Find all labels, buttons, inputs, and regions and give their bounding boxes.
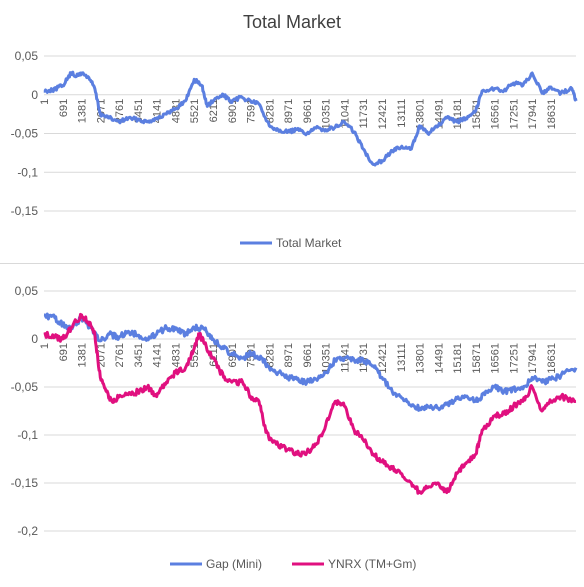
x-tick-label: 1381 — [77, 99, 89, 123]
x-tick-label: 1 — [39, 343, 51, 349]
x-tick-label: 15871 — [471, 99, 483, 130]
legend-label-gap-mini: Gap (Mini) — [206, 557, 262, 571]
x-tick-label: 7591 — [246, 99, 258, 123]
x-tick-label: 12421 — [377, 343, 389, 374]
x-tick-labels: 1 691 1381 2071 2761 3451 4141 4831 5521 6211 6901… — [39, 343, 558, 374]
x-tick-label: 17941 — [527, 99, 539, 130]
x-tick-label: 14491 — [433, 343, 445, 374]
x-tick-label: 10351 — [321, 99, 333, 130]
x-tick-label: 8971 — [283, 343, 295, 367]
panel-divider — [0, 263, 584, 264]
x-tick-label: 13801 — [415, 99, 427, 130]
x-tick-label: 5521 — [189, 99, 201, 123]
series-line-0 — [43, 70, 578, 167]
x-tick-label: 11731 — [358, 99, 370, 129]
x-tick-label: 8281 — [264, 343, 276, 367]
x-tick-label: 10351 — [321, 343, 333, 374]
x-tick-label: 18631 — [546, 343, 558, 374]
y-tick-label: 0 — [31, 332, 38, 346]
x-tick-label: 4831 — [170, 343, 182, 367]
x-tick-label: 691 — [58, 99, 70, 117]
legend: Total Market — [240, 236, 342, 250]
legend: Gap (Mini) YNRX (TM+Gm) — [170, 557, 416, 571]
x-tick-label: 15181 — [452, 99, 464, 130]
x-tick-label: 5521 — [189, 343, 201, 367]
y-tick-label: 0,05 — [15, 284, 39, 298]
x-tick-label: 2761 — [114, 343, 126, 367]
x-tick-label: 15181 — [452, 343, 464, 374]
x-tick-label: 16561 — [490, 99, 502, 130]
y-tick-label: -0,1 — [17, 165, 38, 179]
x-tick-label: 17251 — [508, 343, 520, 374]
x-tick-label: 8971 — [283, 99, 295, 123]
legend-label-total-market: Total Market — [276, 236, 342, 250]
gap-ynrx-chart-svg: 0,050-0,05-0,1-0,15-0,2 1 691 1381 2071 2761… — [11, 284, 578, 571]
y-tick-labels: 0,05 0 -0,05 -0,1 -0,15 — [11, 49, 39, 218]
x-tick-label: 13111 — [396, 99, 408, 128]
x-tick-label: 691 — [58, 343, 70, 361]
y-tick-label: 0,05 — [15, 49, 39, 63]
series-line-0 — [43, 312, 578, 412]
x-tick-label: 6901 — [227, 99, 239, 123]
x-tick-label: 16561 — [490, 343, 502, 374]
x-tick-label: 9661 — [302, 99, 314, 123]
x-tick-label: 8281 — [264, 99, 276, 123]
total-market-chart-svg: Total Market 0,05 0 -0,05 -0,1 -0,15 1 691 138… — [11, 12, 578, 250]
x-tick-label: 12421 — [377, 99, 389, 130]
x-tick-labels: 1 691 1381 2071 2761 3451 4141 4831 5521 6211 6901… — [39, 99, 558, 130]
y-tick-label: -0,1 — [17, 428, 38, 442]
legend-label-ynrx: YNRX (TM+Gm) — [328, 557, 416, 571]
series-lines — [43, 312, 578, 495]
x-tick-label: 17941 — [527, 343, 539, 374]
chart-title: Total Market — [243, 12, 341, 32]
x-tick-label: 13801 — [415, 343, 427, 374]
y-tick-label: -0,15 — [11, 476, 39, 490]
y-tick-label: -0,05 — [11, 127, 39, 141]
y-tick-label: -0,2 — [17, 524, 38, 538]
x-tick-label: 18631 — [546, 99, 558, 130]
x-tick-label: 1 — [39, 99, 51, 105]
gap-ynrx-chart: 0,05 0 -0,05 -0,1 -0,15 -0,2 1 691 1381 2071 2761… — [0, 268, 584, 587]
series-line-1 — [43, 312, 577, 495]
x-tick-label: 11731 — [358, 343, 370, 373]
x-tick-label: 13111 — [396, 343, 408, 372]
total-market-chart: Total Market 0,05 0 -0,05 -0,1 -0,15 1 691 138… — [0, 0, 584, 262]
y-tick-label: -0,15 — [11, 204, 39, 218]
x-tick-label: 3451 — [133, 343, 145, 367]
x-tick-label: 9661 — [302, 343, 314, 367]
x-tick-label: 17251 — [508, 99, 520, 130]
y-tick-label: -0,05 — [11, 380, 39, 394]
series-lines — [43, 70, 578, 167]
gridlines — [44, 290, 576, 532]
y-tick-label: 0 — [31, 88, 38, 102]
x-tick-label: 2761 — [114, 99, 126, 123]
y-tick-labels: 0,05 0 -0,05 -0,1 -0,15 -0,2 — [11, 284, 39, 538]
x-tick-label: 1381 — [77, 343, 89, 367]
x-tick-label: 4141 — [152, 343, 164, 367]
x-tick-label: 15871 — [471, 343, 483, 374]
